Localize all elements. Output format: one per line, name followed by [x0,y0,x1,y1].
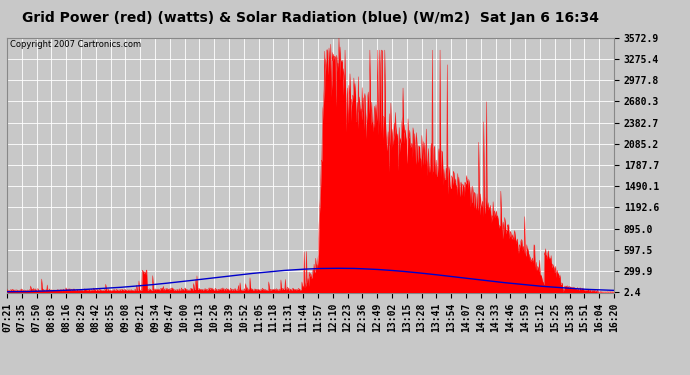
Text: Copyright 2007 Cartronics.com: Copyright 2007 Cartronics.com [10,40,141,49]
Text: Grid Power (red) (watts) & Solar Radiation (blue) (W/m2)  Sat Jan 6 16:34: Grid Power (red) (watts) & Solar Radiati… [22,11,599,25]
